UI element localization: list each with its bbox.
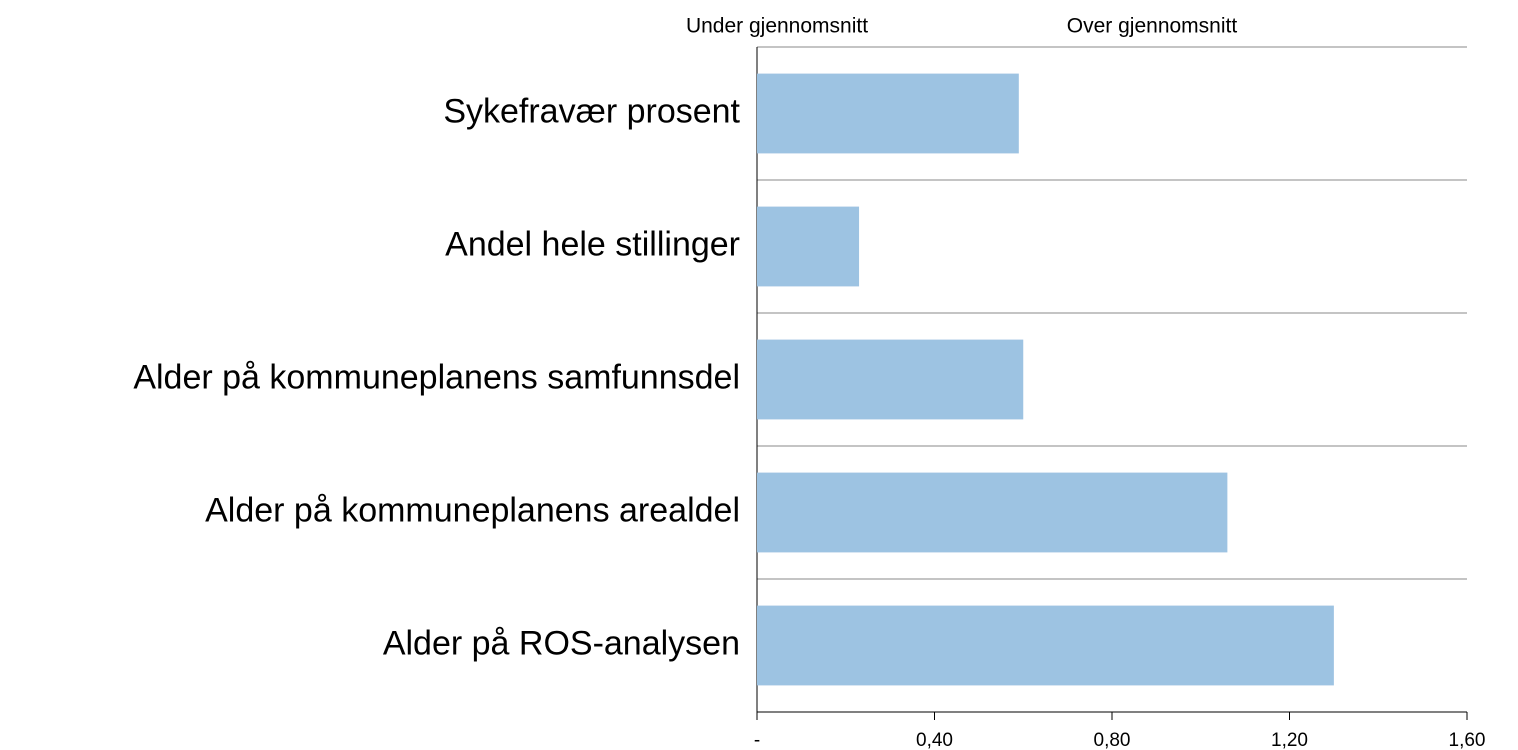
category-label: Alder på kommuneplanens arealdel (205, 491, 740, 529)
bar (757, 206, 860, 287)
x-tick-label: - (754, 730, 760, 750)
category-label: Sykefravær prosent (443, 92, 740, 130)
category-label: Andel hele stillinger (445, 225, 740, 263)
bar (757, 605, 1334, 686)
x-tick-label: 0,80 (1094, 730, 1131, 750)
x-tick-label: 1,20 (1271, 730, 1308, 750)
bar (757, 73, 1019, 154)
annotation: Over gjennomsnitt (1067, 15, 1238, 38)
annotation: Under gjennomsnitt (686, 15, 868, 38)
bar (757, 472, 1228, 553)
bar (757, 339, 1024, 420)
category-label: Alder på kommuneplanens samfunnsdel (133, 358, 740, 396)
x-tick-label: 0,40 (916, 730, 953, 750)
x-tick-label: 1,60 (1449, 730, 1486, 750)
category-label: Alder på ROS-analysen (383, 624, 740, 662)
